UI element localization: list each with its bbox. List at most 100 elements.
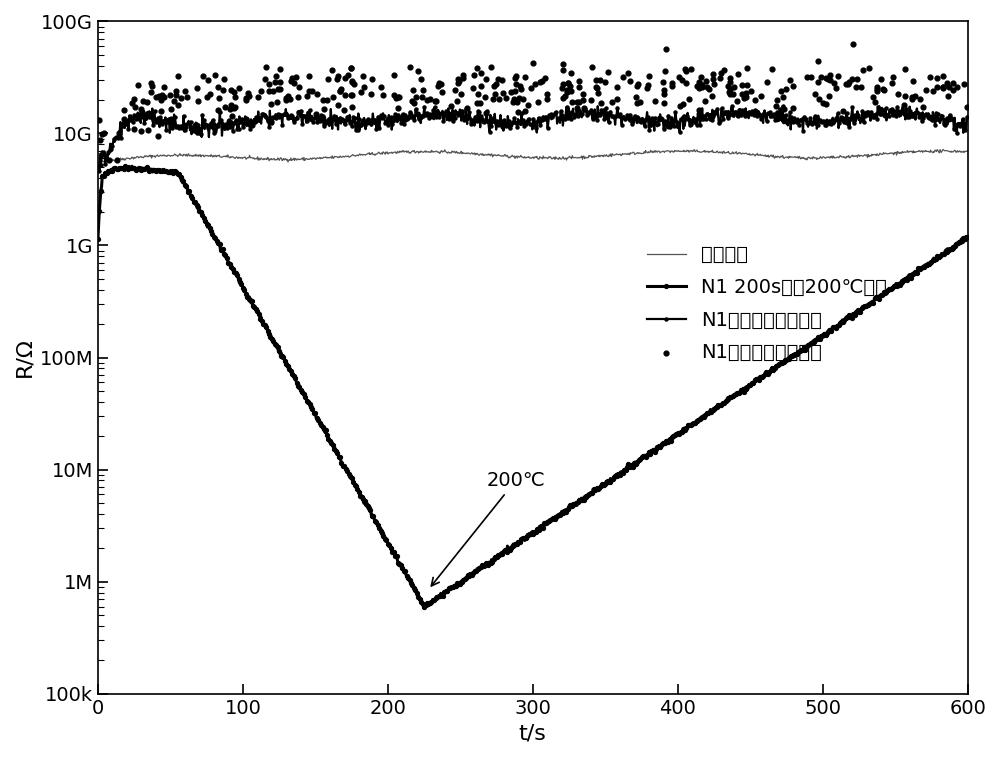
N1取出冷却后一小时	[705, 68, 721, 80]
N1取出冷却后一小时	[268, 70, 284, 83]
N1取出冷却后一小时	[859, 107, 875, 120]
N1取出冷却后一小时	[507, 72, 523, 84]
N1取出冷却后一小时	[510, 107, 526, 119]
N1取出冷却后一小时	[282, 93, 298, 105]
N1取出冷却后一小时	[571, 96, 587, 108]
N1取出冷却后一小时	[450, 73, 466, 85]
N1取出冷却后一小时	[559, 86, 575, 98]
N1取出冷却后一小时	[490, 73, 506, 85]
N1取出冷却后一小时	[656, 84, 672, 96]
N1取出冷却后一小时	[822, 74, 838, 86]
N1取出冷却后一小时	[564, 96, 580, 108]
N1取出冷却后一小时	[628, 91, 644, 103]
N1取出冷却后一小时	[126, 123, 142, 135]
N1取出冷却后一小时	[189, 82, 205, 94]
N1取出冷却后一小时	[590, 87, 606, 99]
N1取出冷却后一小时	[571, 75, 587, 87]
N1取出冷却后一小时	[263, 98, 279, 110]
N1取出冷却后一小时	[373, 81, 389, 93]
N1取出冷却后一小时	[583, 95, 599, 107]
N1取出冷却后一小时	[430, 79, 446, 92]
N1取出冷却后一小时	[849, 73, 865, 86]
N1取出冷却后一小时	[375, 89, 391, 101]
N1取出冷却后一小时	[799, 71, 815, 83]
N1取出冷却后一小时	[569, 102, 585, 114]
N1取出冷却后一小时	[657, 64, 673, 76]
N1取出冷却后一小时	[355, 70, 371, 82]
N1取出冷却后一小时	[691, 82, 707, 94]
N1取出冷却后一小时	[337, 89, 353, 101]
N1取出冷却后一小时	[956, 78, 972, 90]
N1取出冷却后一小时	[222, 103, 238, 115]
N1取出冷却后一小时	[861, 62, 877, 74]
N1取出冷却后一小时	[588, 82, 604, 94]
N1取出冷却后一小时	[721, 86, 737, 98]
N1取出冷却后一小时	[830, 70, 846, 82]
N1取出冷却后一小时	[656, 88, 672, 100]
N1取出冷却后一小时	[925, 85, 941, 97]
N1取出冷却后一小时	[589, 82, 605, 94]
N1取出冷却后一小时	[912, 93, 928, 105]
N1取出冷却后一小时	[443, 100, 459, 112]
N1取出冷却后一小时	[604, 95, 620, 107]
N1取出冷却后一小时	[258, 61, 274, 73]
N1取出冷却后一小时	[738, 92, 754, 104]
N1取出冷却后一小时	[224, 110, 240, 122]
N1取出冷却后一小时	[337, 72, 353, 84]
N1取出冷却后一小时	[140, 124, 156, 136]
N1取出冷却后一小时	[447, 85, 463, 97]
N1取出冷却后一小时	[722, 83, 738, 95]
N1取出冷却后一小时	[885, 70, 901, 83]
N1取出冷却后一小时	[904, 91, 920, 103]
N1取出冷却后一小时	[726, 81, 742, 93]
Line: 初状态始: 初状态始	[98, 149, 968, 163]
N1取出冷却后一小时	[238, 92, 254, 104]
N1取出冷却后一小时	[905, 74, 921, 86]
N1取出冷却后一小时	[935, 83, 951, 95]
初状态始	[470, 149, 482, 158]
N1取出冷却后一小时	[216, 73, 232, 85]
N1取出冷却后一小时	[491, 93, 507, 105]
N1取出冷却后一小时	[873, 73, 889, 85]
X-axis label: t/s: t/s	[519, 723, 547, 743]
N1取出冷却后一小时	[506, 93, 522, 105]
N1取出冷却后一小时	[156, 81, 172, 93]
N1取出冷却后一小时	[223, 84, 239, 96]
N1取出冷却后一小时	[512, 80, 528, 92]
N1取出冷却后一小时	[344, 101, 360, 113]
N1取出冷却后一小时	[211, 92, 227, 104]
N1取出冷却后一小时	[390, 91, 406, 103]
N1取出冷却后一小时	[199, 92, 215, 104]
N1取出冷却后一小时	[427, 95, 443, 107]
N1取出冷却后一小时	[907, 90, 923, 102]
N1取出冷却后一小时	[563, 85, 579, 97]
N1取出冷却后一小时	[897, 90, 913, 102]
N1取出冷却后一小时	[620, 67, 636, 79]
N1取出冷却后一小时	[126, 93, 142, 105]
N1取出冷却后一小时	[469, 62, 485, 74]
N1取出冷却后一小时	[664, 80, 680, 92]
N1取出冷却后一小时	[450, 76, 466, 89]
N1取出冷却后一小时	[413, 73, 429, 85]
N1取出冷却后一小时	[875, 83, 891, 95]
N1取出冷却后一小时	[261, 78, 277, 90]
N1取出冷却后一小时	[200, 74, 216, 86]
N1取出冷却后一小时	[593, 97, 609, 109]
N1取出冷却后一小时	[640, 79, 656, 91]
N1取出冷却后一小时	[210, 104, 226, 117]
初状态始	[92, 157, 104, 167]
N1取出冷却后一小时	[278, 92, 294, 104]
N1取出冷却后一小时	[867, 96, 883, 108]
N1取出冷却后一小时	[299, 90, 315, 102]
N1取出冷却后一小时	[609, 93, 625, 105]
N1取出冷却后一小时	[915, 101, 931, 114]
N1取出冷却后一小时	[523, 82, 539, 94]
N1取出冷却后一小时	[562, 80, 578, 92]
Line: N1 200s升至200℃取出: N1 200s升至200℃取出	[96, 164, 970, 609]
N1取出冷却后一小时	[434, 86, 450, 98]
N1取出冷却后一小时	[698, 75, 714, 87]
N1取出冷却后一小时	[730, 67, 746, 79]
N1取出冷却后一小时	[177, 86, 193, 98]
N1取出冷却后一小时	[508, 78, 524, 90]
N1 200s升至200℃取出	[380, 536, 392, 545]
